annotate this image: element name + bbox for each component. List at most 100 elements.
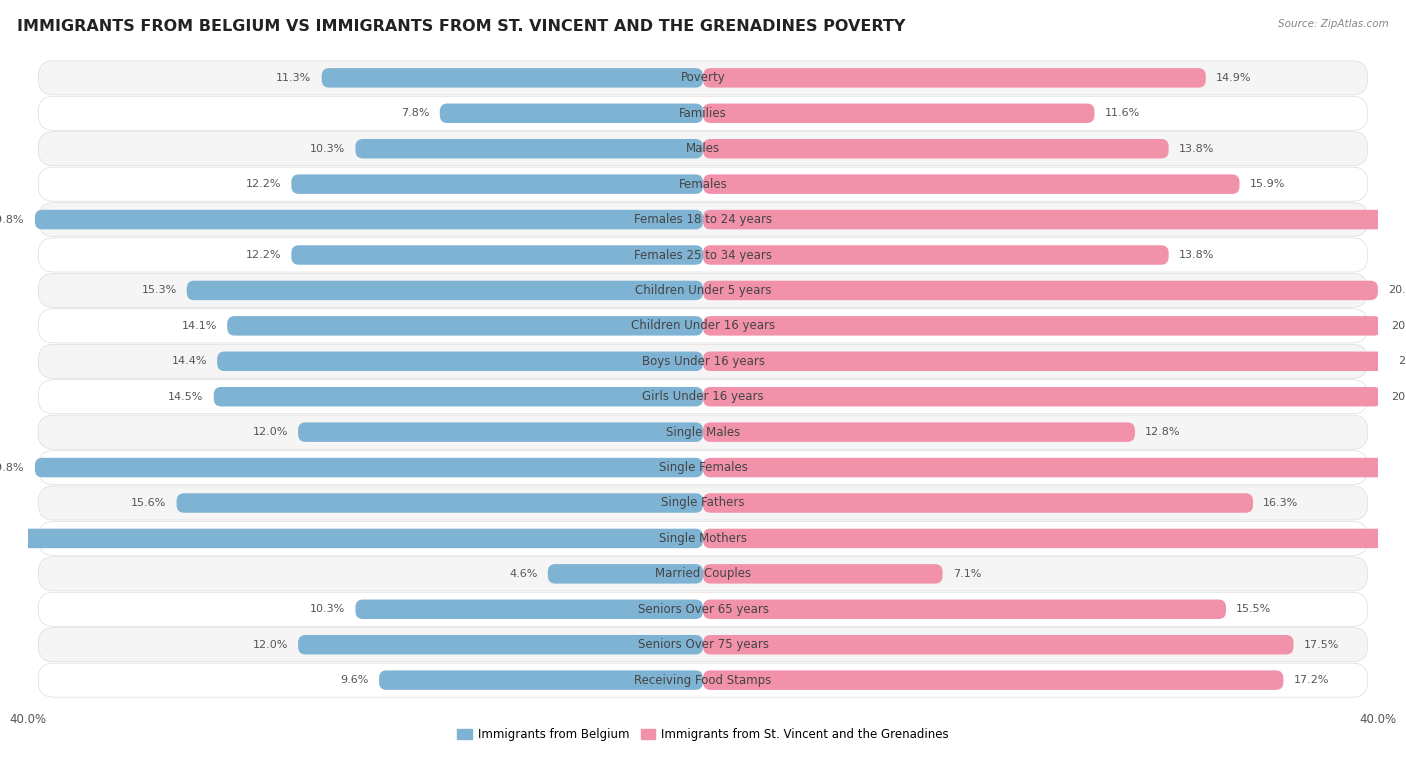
FancyBboxPatch shape bbox=[228, 316, 703, 336]
FancyBboxPatch shape bbox=[38, 132, 1368, 166]
Text: Girls Under 16 years: Girls Under 16 years bbox=[643, 390, 763, 403]
Text: Boys Under 16 years: Boys Under 16 years bbox=[641, 355, 765, 368]
Text: 10.3%: 10.3% bbox=[311, 604, 346, 614]
FancyBboxPatch shape bbox=[38, 486, 1368, 520]
Text: 13.8%: 13.8% bbox=[1178, 144, 1215, 154]
Text: Females 18 to 24 years: Females 18 to 24 years bbox=[634, 213, 772, 226]
Text: 19.8%: 19.8% bbox=[0, 462, 25, 472]
FancyBboxPatch shape bbox=[291, 174, 703, 194]
FancyBboxPatch shape bbox=[214, 387, 703, 406]
Text: 20.0%: 20.0% bbox=[1388, 286, 1406, 296]
FancyBboxPatch shape bbox=[38, 238, 1368, 272]
FancyBboxPatch shape bbox=[703, 104, 1094, 123]
Text: Families: Families bbox=[679, 107, 727, 120]
FancyBboxPatch shape bbox=[703, 280, 1378, 300]
Text: 11.3%: 11.3% bbox=[277, 73, 312, 83]
FancyBboxPatch shape bbox=[298, 422, 703, 442]
FancyBboxPatch shape bbox=[703, 174, 1240, 194]
Text: 12.2%: 12.2% bbox=[246, 250, 281, 260]
FancyBboxPatch shape bbox=[440, 104, 703, 123]
Text: Seniors Over 65 years: Seniors Over 65 years bbox=[637, 603, 769, 615]
FancyBboxPatch shape bbox=[703, 493, 1253, 512]
FancyBboxPatch shape bbox=[703, 670, 1284, 690]
Text: 14.1%: 14.1% bbox=[181, 321, 217, 330]
FancyBboxPatch shape bbox=[322, 68, 703, 88]
FancyBboxPatch shape bbox=[703, 528, 1406, 548]
Text: 20.1%: 20.1% bbox=[1392, 392, 1406, 402]
FancyBboxPatch shape bbox=[356, 139, 703, 158]
FancyBboxPatch shape bbox=[38, 522, 1368, 556]
FancyBboxPatch shape bbox=[187, 280, 703, 300]
Text: 11.6%: 11.6% bbox=[1105, 108, 1140, 118]
Text: 14.4%: 14.4% bbox=[172, 356, 207, 366]
Text: 17.5%: 17.5% bbox=[1303, 640, 1339, 650]
FancyBboxPatch shape bbox=[38, 274, 1368, 308]
Text: 15.9%: 15.9% bbox=[1250, 179, 1285, 190]
Text: 14.5%: 14.5% bbox=[169, 392, 204, 402]
FancyBboxPatch shape bbox=[703, 458, 1406, 478]
FancyBboxPatch shape bbox=[38, 415, 1368, 449]
FancyBboxPatch shape bbox=[356, 600, 703, 619]
Text: 16.3%: 16.3% bbox=[1263, 498, 1298, 508]
Text: 4.6%: 4.6% bbox=[509, 568, 537, 579]
FancyBboxPatch shape bbox=[38, 167, 1368, 201]
FancyBboxPatch shape bbox=[217, 352, 703, 371]
FancyBboxPatch shape bbox=[703, 316, 1381, 336]
Text: 9.6%: 9.6% bbox=[340, 675, 368, 685]
Text: 17.2%: 17.2% bbox=[1294, 675, 1329, 685]
Text: 7.8%: 7.8% bbox=[401, 108, 430, 118]
FancyBboxPatch shape bbox=[35, 458, 703, 478]
Text: 12.0%: 12.0% bbox=[253, 428, 288, 437]
Text: 10.3%: 10.3% bbox=[311, 144, 346, 154]
Text: 15.5%: 15.5% bbox=[1236, 604, 1271, 614]
Text: 7.1%: 7.1% bbox=[953, 568, 981, 579]
Text: Poverty: Poverty bbox=[681, 71, 725, 84]
Text: 19.8%: 19.8% bbox=[0, 215, 25, 224]
FancyBboxPatch shape bbox=[703, 422, 1135, 442]
Text: Married Couples: Married Couples bbox=[655, 567, 751, 581]
FancyBboxPatch shape bbox=[703, 68, 1206, 88]
FancyBboxPatch shape bbox=[703, 564, 942, 584]
FancyBboxPatch shape bbox=[38, 663, 1368, 697]
FancyBboxPatch shape bbox=[35, 210, 703, 230]
Text: 12.8%: 12.8% bbox=[1144, 428, 1181, 437]
FancyBboxPatch shape bbox=[380, 670, 703, 690]
Text: Seniors Over 75 years: Seniors Over 75 years bbox=[637, 638, 769, 651]
Text: Females 25 to 34 years: Females 25 to 34 years bbox=[634, 249, 772, 262]
FancyBboxPatch shape bbox=[177, 493, 703, 512]
Text: Single Females: Single Females bbox=[658, 461, 748, 474]
FancyBboxPatch shape bbox=[298, 635, 703, 654]
Legend: Immigrants from Belgium, Immigrants from St. Vincent and the Grenadines: Immigrants from Belgium, Immigrants from… bbox=[457, 728, 949, 741]
FancyBboxPatch shape bbox=[703, 139, 1168, 158]
Text: Single Fathers: Single Fathers bbox=[661, 496, 745, 509]
Text: 20.1%: 20.1% bbox=[1392, 321, 1406, 330]
Text: Receiving Food Stamps: Receiving Food Stamps bbox=[634, 674, 772, 687]
FancyBboxPatch shape bbox=[0, 528, 703, 548]
FancyBboxPatch shape bbox=[703, 600, 1226, 619]
FancyBboxPatch shape bbox=[38, 628, 1368, 662]
Text: Females: Females bbox=[679, 177, 727, 191]
FancyBboxPatch shape bbox=[38, 61, 1368, 95]
FancyBboxPatch shape bbox=[703, 387, 1381, 406]
Text: 12.0%: 12.0% bbox=[253, 640, 288, 650]
FancyBboxPatch shape bbox=[38, 592, 1368, 626]
Text: 15.3%: 15.3% bbox=[142, 286, 177, 296]
Text: 15.6%: 15.6% bbox=[131, 498, 166, 508]
Text: Children Under 5 years: Children Under 5 years bbox=[634, 284, 772, 297]
Text: Children Under 16 years: Children Under 16 years bbox=[631, 319, 775, 332]
FancyBboxPatch shape bbox=[38, 450, 1368, 484]
Text: Source: ZipAtlas.com: Source: ZipAtlas.com bbox=[1278, 19, 1389, 29]
Text: 12.2%: 12.2% bbox=[246, 179, 281, 190]
FancyBboxPatch shape bbox=[703, 246, 1168, 265]
Text: 14.9%: 14.9% bbox=[1216, 73, 1251, 83]
FancyBboxPatch shape bbox=[703, 635, 1294, 654]
Text: 20.3%: 20.3% bbox=[1398, 356, 1406, 366]
Text: Single Mothers: Single Mothers bbox=[659, 532, 747, 545]
Text: Males: Males bbox=[686, 143, 720, 155]
FancyBboxPatch shape bbox=[38, 202, 1368, 236]
FancyBboxPatch shape bbox=[291, 246, 703, 265]
Text: Single Males: Single Males bbox=[666, 426, 740, 439]
Text: IMMIGRANTS FROM BELGIUM VS IMMIGRANTS FROM ST. VINCENT AND THE GRENADINES POVERT: IMMIGRANTS FROM BELGIUM VS IMMIGRANTS FR… bbox=[17, 19, 905, 34]
FancyBboxPatch shape bbox=[703, 352, 1388, 371]
FancyBboxPatch shape bbox=[38, 557, 1368, 591]
